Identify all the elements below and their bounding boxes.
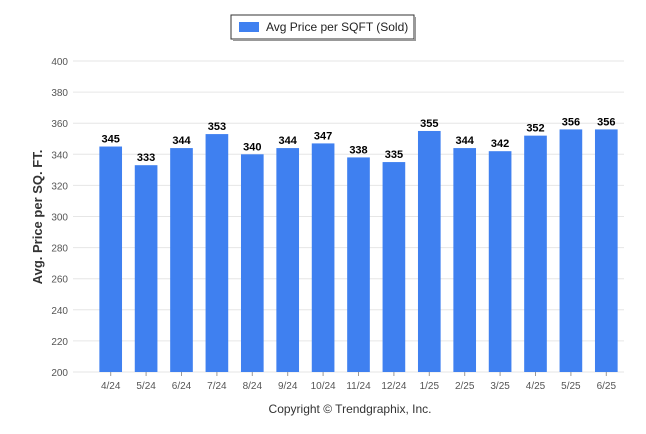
- bar: [559, 129, 583, 372]
- x-tick-label: 10/24: [311, 381, 336, 392]
- data-label: 344: [172, 135, 191, 147]
- data-label: 352: [526, 123, 544, 135]
- data-label: 345: [102, 134, 120, 146]
- bar: [417, 130, 441, 372]
- data-labels: 345 333 344 353 340 344 347 338 335 355 344 342 352 3…: [102, 116, 616, 164]
- legend-shadow: [414, 17, 416, 41]
- data-label: 353: [208, 121, 226, 133]
- data-label: 344: [279, 135, 298, 147]
- x-tick-label: 5/25: [561, 381, 581, 392]
- y-tick-label: 380: [51, 88, 68, 99]
- x-tick-label: 3/25: [490, 381, 510, 392]
- y-tick-label: 340: [51, 150, 68, 161]
- legend-shadow-bottom: [233, 39, 416, 41]
- y-tick-label: 400: [51, 57, 68, 68]
- bar: [488, 151, 512, 372]
- bar: [205, 134, 229, 372]
- bar: [453, 148, 477, 372]
- bars: [99, 129, 618, 372]
- bar: [170, 148, 193, 372]
- bar: [276, 148, 300, 372]
- bar: [524, 135, 547, 372]
- data-label: 355: [420, 118, 438, 130]
- x-tick-label: 7/24: [207, 381, 227, 392]
- bar: [382, 162, 406, 372]
- y-tick-label: 320: [51, 181, 68, 192]
- y-tick-label: 220: [51, 337, 68, 348]
- x-tick-label: 4/24: [101, 381, 121, 392]
- legend: Avg Price per SQFT (Sold): [230, 14, 416, 41]
- bar: [594, 129, 618, 372]
- x-tick-label: 4/25: [526, 381, 546, 392]
- x-axis-ticks: 4/24 5/24 6/24 7/24 8/24 9/24 10/24 11/24 12/24 1…: [101, 372, 617, 392]
- legend-swatch: [239, 22, 259, 32]
- data-label: 338: [349, 144, 367, 156]
- x-tick-label: 1/25: [420, 381, 440, 392]
- legend-label: Avg Price per SQFT (Sold): [266, 20, 408, 34]
- copyright-text: Copyright © Trendgraphix, Inc.: [269, 402, 432, 416]
- data-label: 335: [385, 149, 403, 161]
- data-label: 340: [243, 141, 261, 153]
- bar: [347, 157, 370, 372]
- data-label: 347: [314, 130, 332, 142]
- x-tick-label: 9/24: [278, 381, 298, 392]
- bar: [134, 165, 158, 372]
- x-tick-label: 5/24: [136, 381, 156, 392]
- data-label: 356: [562, 116, 580, 128]
- x-tick-label: 2/25: [455, 381, 475, 392]
- y-tick-label: 200: [51, 368, 68, 379]
- data-label: 342: [491, 138, 509, 150]
- y-tick-label: 240: [51, 306, 68, 317]
- x-tick-label: 8/24: [243, 381, 263, 392]
- y-tick-label: 360: [51, 119, 68, 130]
- y-tick-label: 280: [51, 244, 68, 255]
- x-tick-label: 6/25: [597, 381, 617, 392]
- y-axis-ticks: 200 220 240 260 280 300 320 340 360 380 400: [51, 57, 68, 379]
- y-axis-label: Avg. Price per SQ. FT.: [30, 150, 45, 285]
- data-label: 356: [597, 116, 615, 128]
- x-tick-label: 12/24: [381, 381, 406, 392]
- x-tick-label: 11/24: [346, 381, 371, 392]
- y-tick-label: 260: [51, 275, 68, 286]
- bar: [99, 146, 123, 372]
- bar: [240, 154, 264, 372]
- y-tick-label: 300: [51, 213, 68, 224]
- data-label: 344: [456, 135, 475, 147]
- x-tick-label: 6/24: [172, 381, 192, 392]
- legend-box: [230, 14, 415, 40]
- data-label: 333: [137, 152, 155, 164]
- bar: [311, 143, 335, 372]
